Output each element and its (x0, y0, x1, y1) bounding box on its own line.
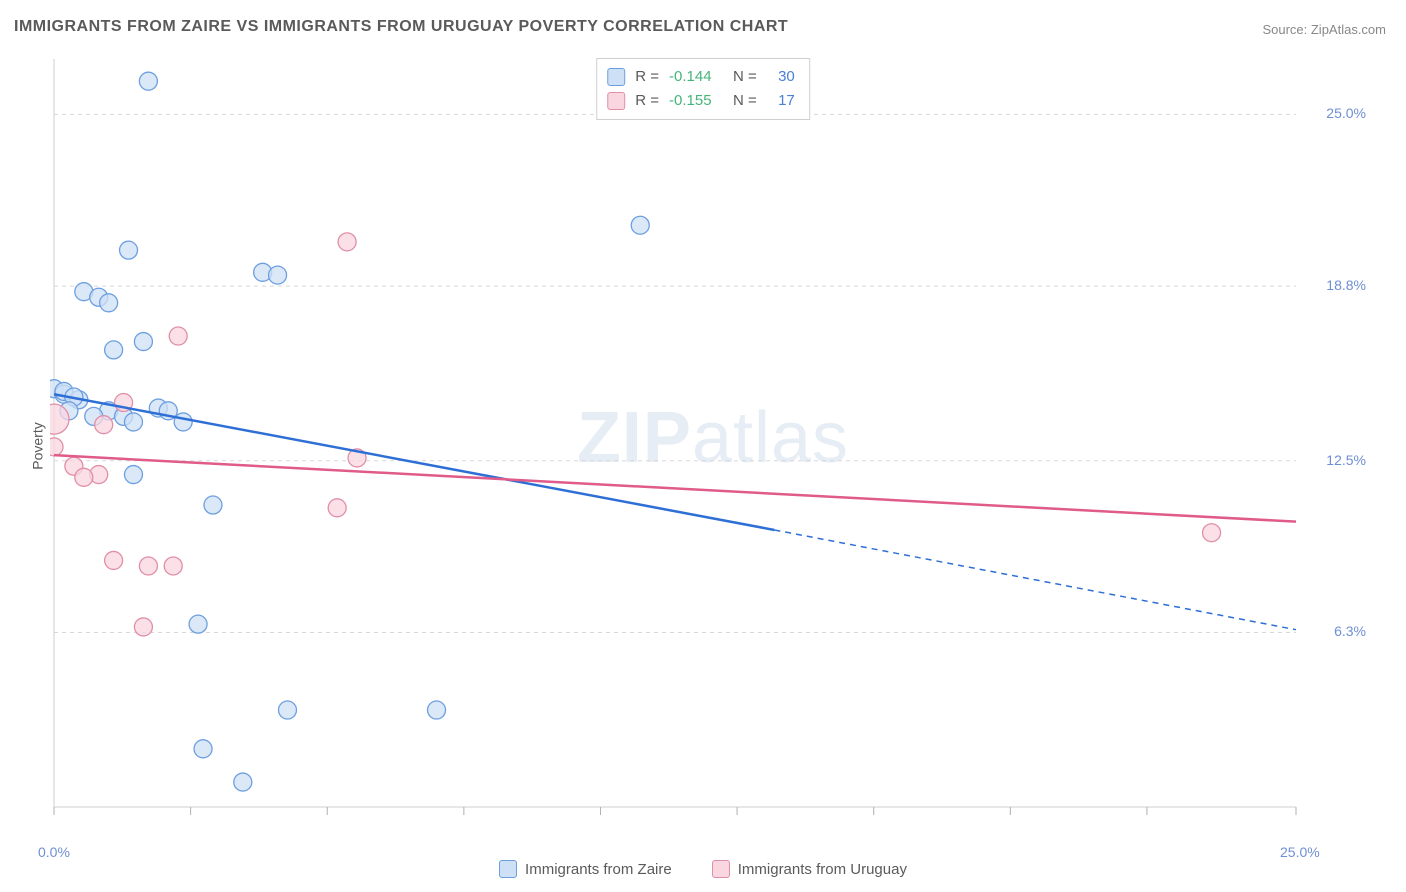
data-point (631, 216, 649, 234)
legend-label: Immigrants from Uruguay (738, 861, 907, 878)
data-point (234, 773, 252, 791)
legend-swatch (607, 92, 625, 110)
legend-row: R = -0.155 N = 17 (607, 89, 795, 113)
source-name: ZipAtlas.com (1311, 22, 1386, 37)
y-axis-label: Poverty (30, 422, 46, 469)
n-label: N = (733, 89, 757, 113)
data-point (189, 615, 207, 633)
r-label: R = (635, 89, 659, 113)
legend-item: Immigrants from Uruguay (712, 860, 907, 878)
data-point (269, 266, 287, 284)
data-point (139, 72, 157, 90)
data-point (428, 701, 446, 719)
data-point (105, 551, 123, 569)
legend-row: R = -0.144 N = 30 (607, 65, 795, 89)
r-label: R = (635, 65, 659, 89)
data-point (120, 241, 138, 259)
legend-swatch (499, 860, 517, 878)
data-point (328, 499, 346, 517)
source-prefix: Source: (1262, 22, 1310, 37)
data-point (278, 701, 296, 719)
axis-tick-label: 12.5% (1326, 452, 1366, 468)
data-point (174, 413, 192, 431)
n-label: N = (733, 65, 757, 89)
data-point (204, 496, 222, 514)
data-point (95, 416, 113, 434)
trend-line-extrapolated (774, 530, 1296, 630)
data-point (124, 413, 142, 431)
source-attribution: Source: ZipAtlas.com (1262, 22, 1386, 37)
correlation-legend: R = -0.144 N = 30 R = -0.155 N = 17 (596, 58, 810, 120)
data-point (134, 333, 152, 351)
axis-tick-label: 25.0% (1326, 105, 1366, 121)
axis-tick-label: 0.0% (38, 844, 70, 860)
legend-swatch (712, 860, 730, 878)
data-point (1203, 524, 1221, 542)
scatter-plot-svg (50, 55, 1376, 837)
axis-tick-label: 25.0% (1280, 844, 1320, 860)
r-value: -0.155 (669, 89, 723, 113)
data-point (124, 466, 142, 484)
data-point (338, 233, 356, 251)
legend-swatch (607, 68, 625, 86)
series-legend: Immigrants from Zaire Immigrants from Ur… (0, 860, 1406, 878)
data-point (100, 294, 118, 312)
data-point (194, 740, 212, 758)
data-point (169, 327, 187, 345)
data-point (75, 468, 93, 486)
data-point (50, 438, 63, 456)
chart-title: IMMIGRANTS FROM ZAIRE VS IMMIGRANTS FROM… (14, 18, 788, 36)
n-value: 30 (767, 65, 795, 89)
n-value: 17 (767, 89, 795, 113)
data-point (105, 341, 123, 359)
legend-item: Immigrants from Zaire (499, 860, 672, 878)
data-point (134, 618, 152, 636)
data-point (164, 557, 182, 575)
data-point (139, 557, 157, 575)
chart-area: ZIPatlas (50, 55, 1376, 837)
axis-tick-label: 18.8% (1326, 277, 1366, 293)
axis-tick-label: 6.3% (1334, 623, 1366, 639)
r-value: -0.144 (669, 65, 723, 89)
legend-label: Immigrants from Zaire (525, 861, 672, 878)
